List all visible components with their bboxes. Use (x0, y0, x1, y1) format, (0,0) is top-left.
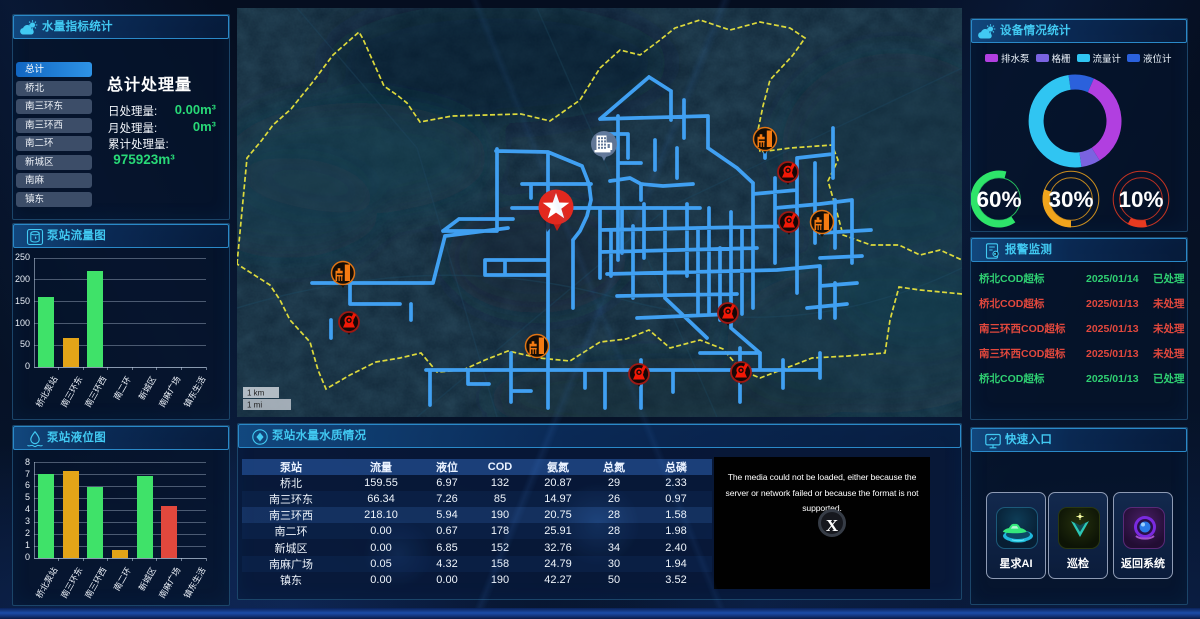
svg-text:10%: 10% (1118, 187, 1163, 212)
svg-text:1 km: 1 km (247, 389, 265, 398)
svg-text:1 mi: 1 mi (247, 401, 262, 410)
svg-text:60%: 60% (976, 187, 1021, 212)
svg-text:30%: 30% (1048, 187, 1093, 212)
